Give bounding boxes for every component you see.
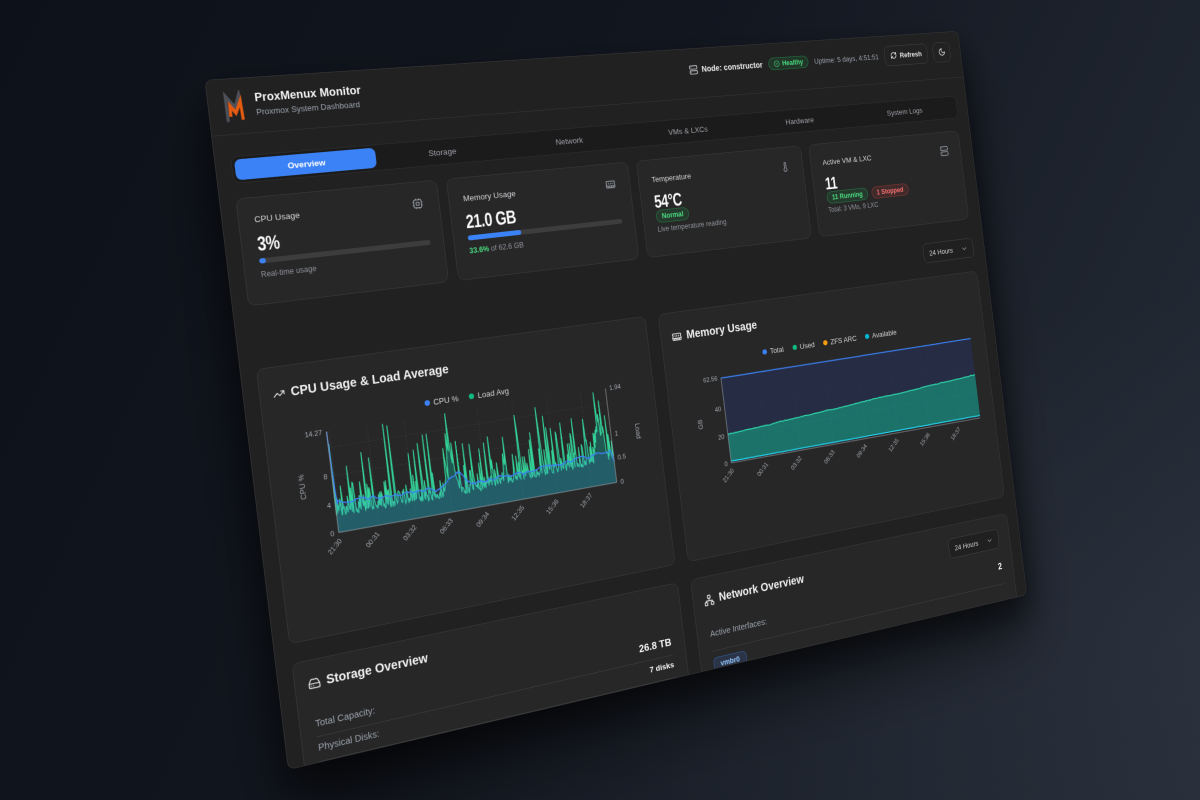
- svg-text:Load: Load: [633, 422, 642, 439]
- svg-text:06:33: 06:33: [438, 517, 455, 536]
- svg-text:15:36: 15:36: [544, 497, 560, 515]
- svg-text:12:35: 12:35: [510, 504, 526, 522]
- svg-text:CPU %: CPU %: [297, 474, 309, 501]
- svg-text:03:32: 03:32: [789, 454, 803, 471]
- svg-text:0: 0: [330, 529, 335, 538]
- svg-text:4: 4: [327, 501, 332, 510]
- svg-text:GB: GB: [697, 419, 705, 430]
- svg-text:21:30: 21:30: [721, 467, 735, 484]
- svg-text:06:33: 06:33: [823, 448, 837, 465]
- svg-text:0: 0: [724, 460, 728, 468]
- svg-text:14.27: 14.27: [304, 428, 322, 439]
- svg-text:03:32: 03:32: [401, 523, 418, 542]
- svg-text:15:36: 15:36: [918, 431, 931, 447]
- svg-text:1: 1: [614, 429, 618, 437]
- svg-text:18:37: 18:37: [578, 491, 594, 509]
- svg-text:09:34: 09:34: [855, 443, 868, 460]
- svg-text:40: 40: [714, 405, 721, 414]
- svg-text:8: 8: [323, 473, 328, 482]
- svg-text:00:31: 00:31: [756, 461, 770, 478]
- svg-text:1.94: 1.94: [609, 382, 622, 392]
- svg-text:18:37: 18:37: [949, 426, 962, 442]
- svg-text:00:31: 00:31: [364, 530, 381, 549]
- svg-text:12:35: 12:35: [887, 437, 900, 454]
- svg-text:62.56: 62.56: [703, 375, 718, 385]
- svg-text:21:30: 21:30: [326, 537, 344, 556]
- svg-text:0: 0: [620, 477, 624, 486]
- svg-text:20: 20: [718, 433, 725, 442]
- svg-text:09:34: 09:34: [474, 510, 490, 529]
- svg-text:0.5: 0.5: [617, 452, 626, 461]
